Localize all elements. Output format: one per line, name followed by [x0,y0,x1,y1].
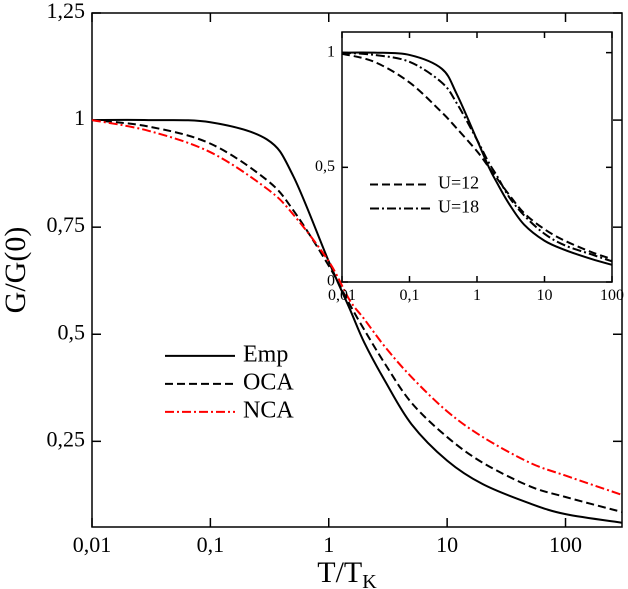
x-tick-label: 0,01 [73,532,112,557]
x-tick-label: 0,1 [400,287,420,304]
x-tick-label: 10 [436,532,458,557]
series-line [341,52,613,261]
x-axis-label-main: T/T [317,556,362,589]
legend-label: OCA [243,369,294,395]
legend-label: U=18 [438,197,479,217]
x-tick-label: 1 [473,287,481,304]
y-axis-label: G/G(0) [0,227,32,314]
y-tick-label: 1 [74,105,85,130]
y-tick-label: 0,25 [47,426,86,451]
x-tick-label: 1 [323,532,334,557]
legend-label: U=12 [438,173,479,193]
series-line [91,118,623,524]
y-tick-label: 1 [327,43,335,60]
x-tick-label: 0,01 [328,287,356,304]
y-tick-label: 0,75 [47,212,86,237]
y-tick-label: 0 [327,273,335,290]
x-axis-label: T/TK [317,556,377,589]
x-tick-label: 100 [600,287,624,304]
y-tick-label: 1,25 [47,0,86,23]
x-tick-label: 100 [549,532,582,557]
series-line [341,51,613,266]
x-tick-label: 10 [537,287,553,304]
legend-label: Emp [243,341,288,367]
series-line [341,51,613,263]
legend-label: NCA [243,397,294,423]
plot-area [341,31,613,283]
x-tick-label: 0,1 [197,532,225,557]
y-tick-label: 0,5 [315,158,335,175]
series-line [91,119,623,513]
y-tick-label: 0,5 [58,319,86,344]
x-axis-label-subscript: K [362,571,377,589]
